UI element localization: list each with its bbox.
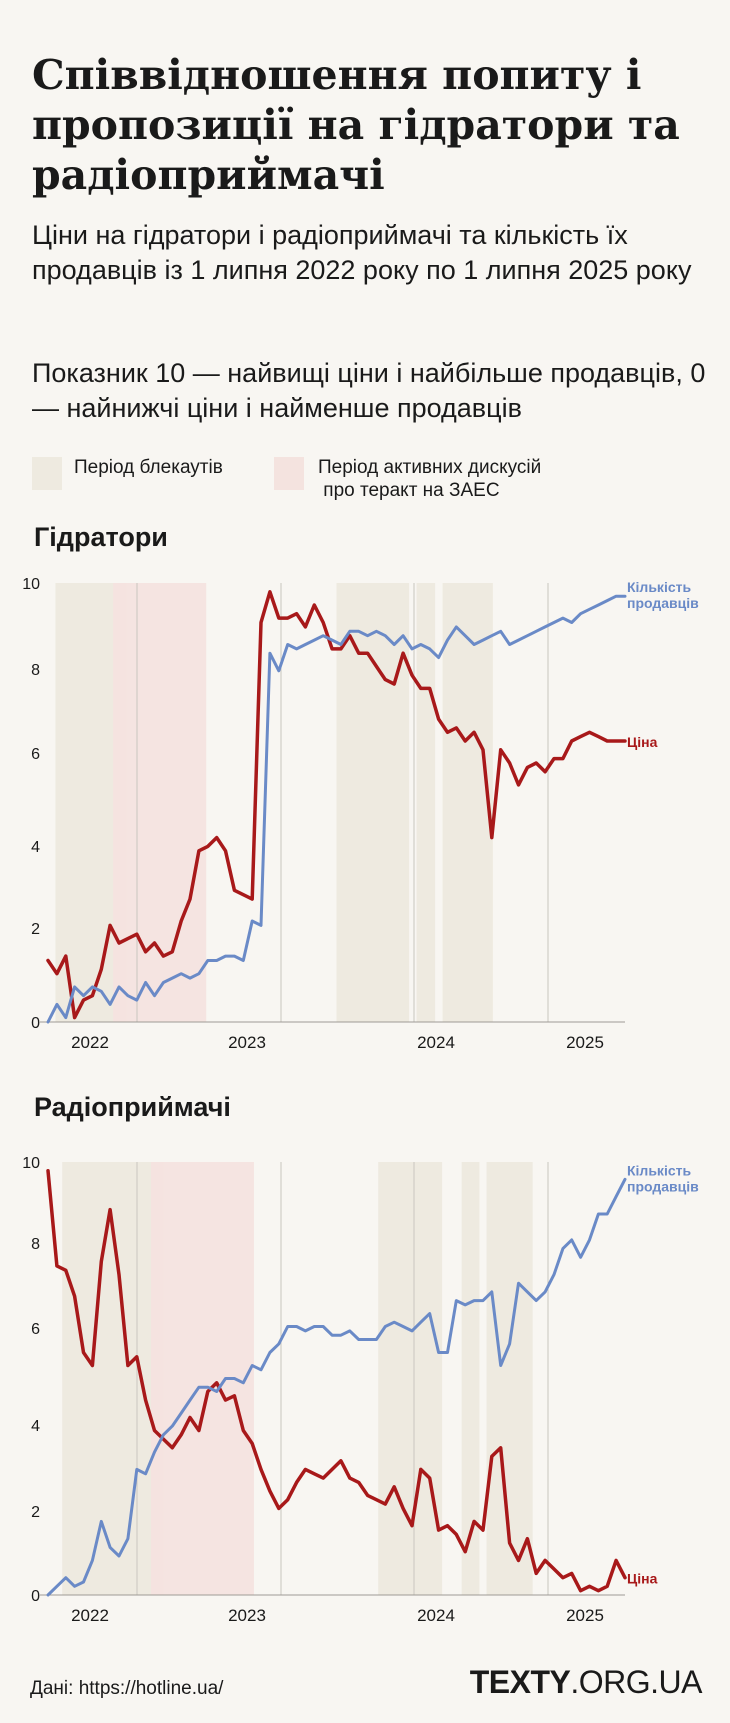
shaded-period-blackout [336, 583, 410, 1022]
x-tick-label: 2022 [71, 1606, 109, 1625]
shaded-period-zaes [113, 583, 207, 1022]
x-tick-label: 2024 [417, 1033, 455, 1052]
y-tick-label: 6 [31, 746, 40, 763]
y-tick-label: 0 [31, 1015, 40, 1032]
legend-zaes-swatch [274, 457, 304, 490]
series-label-sellers: Кількість продавців [627, 579, 699, 611]
scale-note: Показник 10 — найвищі ціни і найбільше п… [32, 358, 706, 423]
brand-main: TEXTY [469, 1664, 571, 1700]
y-tick-label: 8 [31, 662, 40, 679]
chart-title-hydrators: Гідратори [34, 522, 168, 552]
x-tick-label: 2022 [71, 1033, 109, 1052]
x-tick-label: 2023 [228, 1033, 266, 1052]
series-line-price [46, 1168, 627, 1593]
series-label-line: продавців [627, 1178, 699, 1194]
shaded-period-zaes [150, 1162, 254, 1595]
page-subtitle: Ціни на гідратори і радіоприймачі та кіл… [32, 220, 692, 285]
series-line-price [46, 590, 627, 1020]
y-tick-label: 4 [31, 839, 40, 856]
y-tick-label: 2 [31, 921, 40, 938]
series-label-sellers: Кількість продавців [627, 1162, 699, 1194]
series-line-sellers [46, 594, 627, 1024]
legend-zaes-label: Період активних дискусій про теракт на З… [318, 457, 542, 501]
legend-blackout-swatch [32, 457, 62, 490]
series-label-price: Ціна [627, 1571, 658, 1587]
hydrators-chart: 0 2 4 6 8 10 2022 2023 2024 2025 Ціна Кількість прод… [22, 576, 699, 1052]
y-tick-label: 8 [31, 1236, 40, 1253]
series-label-price: Ціна [627, 734, 658, 750]
series-label-line: Кількість [627, 1162, 691, 1178]
shaded-period-blackout [442, 583, 493, 1022]
y-tick-label: 10 [22, 1155, 40, 1172]
x-tick-label: 2023 [228, 1606, 266, 1625]
y-tick-label: 6 [31, 1321, 40, 1338]
shaded-period-blackout [378, 1162, 443, 1595]
legend-blackout-label: Період блекаутів [74, 457, 223, 478]
y-tick-label: 10 [22, 576, 40, 593]
shaded-period-blackout [461, 1162, 480, 1595]
data-source: Дані: https://hotline.ua/ [30, 1678, 224, 1699]
shaded-period-blackout [416, 583, 436, 1022]
shaded-period-blackout [486, 1162, 533, 1595]
series-line-sellers [46, 1177, 627, 1597]
chart-title-radios: Радіоприймачі [34, 1092, 231, 1122]
x-tick-label: 2025 [566, 1033, 604, 1052]
x-tick-label: 2024 [417, 1606, 455, 1625]
y-tick-label: 0 [31, 1588, 40, 1605]
series-label-line: Кількість [627, 579, 691, 595]
page-title: Співвідношення попиту і пропозиції на гі… [32, 51, 680, 199]
series-label-line: продавців [627, 595, 699, 611]
x-tick-label: 2025 [566, 1606, 604, 1625]
brand-suffix: .ORG.UA [570, 1664, 702, 1700]
radios-chart: 0 2 4 6 8 10 2022 2023 2024 2025 Ціна Кількість прод… [22, 1155, 699, 1625]
y-tick-label: 2 [31, 1504, 40, 1521]
y-tick-label: 4 [31, 1418, 40, 1435]
brand-logo: TEXTY.ORG.UA [469, 1664, 703, 1701]
